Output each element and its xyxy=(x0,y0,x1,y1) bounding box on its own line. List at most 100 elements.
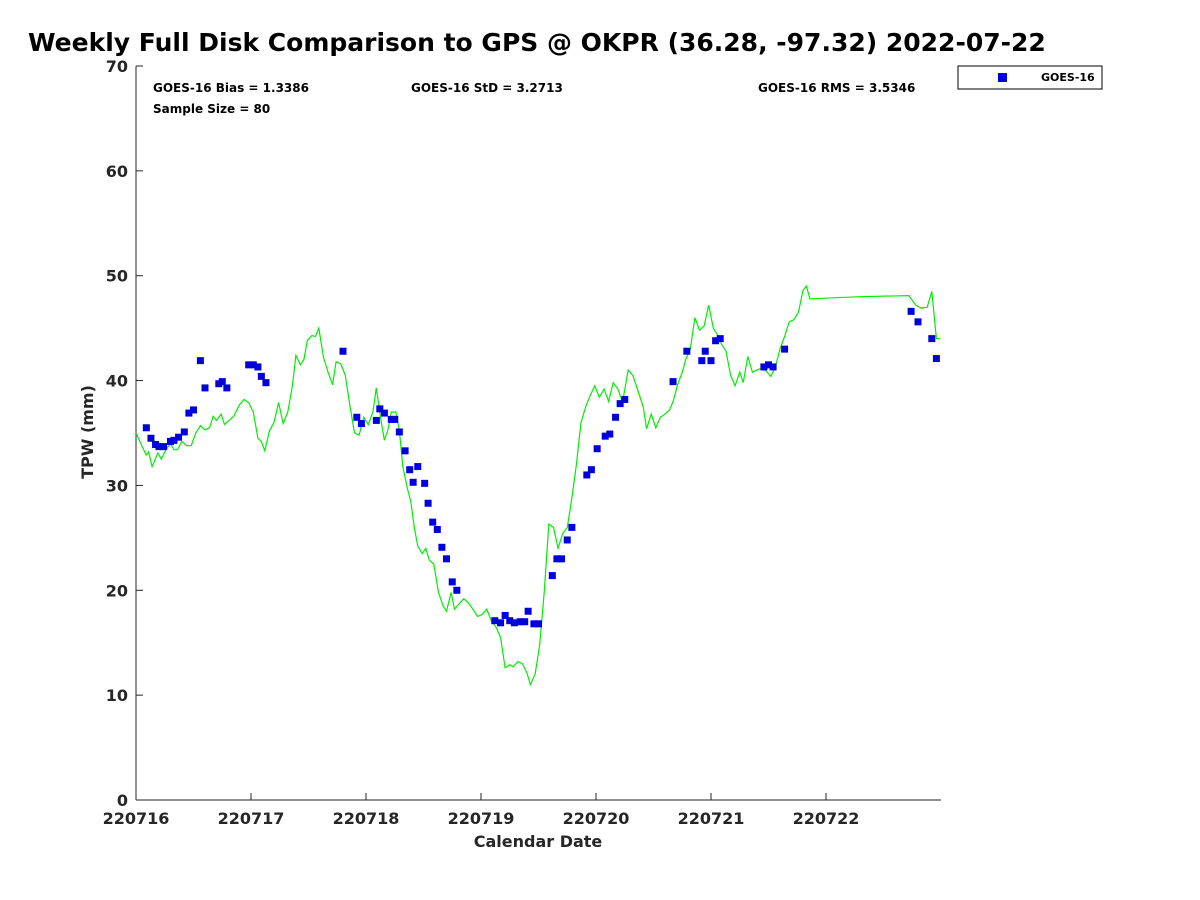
goes16-point xyxy=(606,430,614,438)
goes16-point xyxy=(257,372,265,380)
goes16-point xyxy=(621,395,629,403)
goes16-point xyxy=(448,578,456,586)
goes16-point xyxy=(443,555,450,563)
stat-rms: GOES-16 RMS = 3.5346 xyxy=(758,81,915,95)
x-tick-label: 220720 xyxy=(563,809,630,828)
goes16-point xyxy=(510,619,518,627)
goes16-point xyxy=(558,555,565,563)
legend-box xyxy=(957,65,1103,90)
goes16-point xyxy=(453,586,461,594)
goes16-point xyxy=(501,611,509,619)
goes16-point xyxy=(254,363,262,371)
goes16-point xyxy=(769,363,777,371)
goes16-point xyxy=(932,355,940,363)
goes16-point xyxy=(601,432,609,440)
goes16-point xyxy=(553,555,561,563)
goes16-point xyxy=(707,357,715,365)
goes16-point xyxy=(516,618,524,626)
goes16-point xyxy=(357,420,365,428)
goes16-point xyxy=(683,347,691,355)
y-tick-label: 60 xyxy=(106,162,128,181)
axes: 0 10 20 30 40 50 60 70 220716 220717 220718 220719 2… xyxy=(103,57,941,828)
y-tick-label: 10 xyxy=(106,686,128,705)
goes16-point xyxy=(433,525,441,533)
goes16-point xyxy=(616,400,624,408)
goes16-point xyxy=(524,607,532,615)
goes16-point xyxy=(376,405,384,413)
stat-bias: GOES-16 Bias = 1.3386 xyxy=(153,81,309,95)
goes16-point xyxy=(438,543,446,551)
y-tick-label: 0 xyxy=(117,791,128,810)
goes16-point xyxy=(612,413,620,421)
chart-title: Weekly Full Disk Comparison to GPS @ OKP… xyxy=(28,28,1046,57)
goes16-point xyxy=(339,347,347,355)
goes16-point xyxy=(568,523,576,531)
goes16-point xyxy=(147,434,155,442)
goes16-point xyxy=(548,572,556,580)
x-tick-label: 220718 xyxy=(333,809,400,828)
goes16-point xyxy=(716,335,724,343)
gps-line-series xyxy=(135,284,940,687)
goes16-point xyxy=(760,363,768,371)
goes16-point xyxy=(175,433,183,441)
goes16-point xyxy=(563,536,571,544)
goes16-point xyxy=(170,436,178,444)
x-tick-label: 220719 xyxy=(448,809,515,828)
goes16-point xyxy=(765,361,772,369)
goes16-point xyxy=(587,466,595,474)
y-tick-label: 40 xyxy=(106,372,128,391)
goes16-point xyxy=(406,466,414,474)
goes16-point xyxy=(395,428,403,436)
goes16-point xyxy=(701,347,709,355)
goes16-point xyxy=(506,617,514,625)
x-tick-label: 220717 xyxy=(218,809,285,828)
goes16-point xyxy=(521,618,529,626)
legend-label-goes16: GOES-16 xyxy=(1041,71,1095,84)
y-tick-label: 50 xyxy=(106,267,128,286)
goes16-point xyxy=(583,471,591,479)
goes16-point xyxy=(928,335,936,343)
goes16-point xyxy=(218,378,226,386)
goes16-point xyxy=(530,620,538,628)
y-axis-title: TPW (mm) xyxy=(78,385,97,479)
stat-std: GOES-16 StD = 3.2713 xyxy=(411,81,563,95)
legend-marker-goes16 xyxy=(998,73,1007,82)
goes16-point xyxy=(491,617,499,625)
x-tick-label: 220721 xyxy=(678,809,745,828)
goes16-point xyxy=(429,518,437,526)
y-tick-label: 20 xyxy=(106,581,128,600)
goes16-point xyxy=(249,361,257,369)
goes16-point xyxy=(593,445,601,453)
goes16-point xyxy=(380,409,388,417)
goes16-point xyxy=(414,463,422,471)
goes16-point xyxy=(669,378,677,386)
goes16-point xyxy=(262,379,270,387)
goes16-point xyxy=(907,307,915,315)
x-axis-title: Calendar Date xyxy=(474,832,603,851)
goes16-point xyxy=(424,499,432,507)
goes16-point xyxy=(914,318,922,326)
gps-line xyxy=(135,284,940,687)
goes16-point xyxy=(421,479,429,487)
goes16-point xyxy=(712,337,720,345)
goes16-point xyxy=(196,357,204,365)
goes16-point xyxy=(409,478,417,486)
goes16-point xyxy=(353,413,361,421)
goes16-point xyxy=(372,416,380,424)
goes16-point xyxy=(497,619,505,627)
goes16-point xyxy=(698,357,706,365)
goes16-point xyxy=(401,447,409,455)
legend: GOES-16 xyxy=(957,65,1103,90)
statistics-annotations: GOES-16 Bias = 1.3386 GOES-16 StD = 3.27… xyxy=(153,81,915,116)
goes16-point xyxy=(781,345,789,353)
stat-sample-size: Sample Size = 80 xyxy=(153,102,270,116)
goes16-point xyxy=(391,415,399,423)
goes16-point xyxy=(201,384,209,392)
goes16-point xyxy=(180,428,188,436)
y-tick-label: 70 xyxy=(106,57,128,76)
y-tick-label: 30 xyxy=(106,476,128,495)
goes16-point xyxy=(190,406,197,414)
goes16-point xyxy=(185,409,193,417)
goes16-point xyxy=(160,443,168,451)
